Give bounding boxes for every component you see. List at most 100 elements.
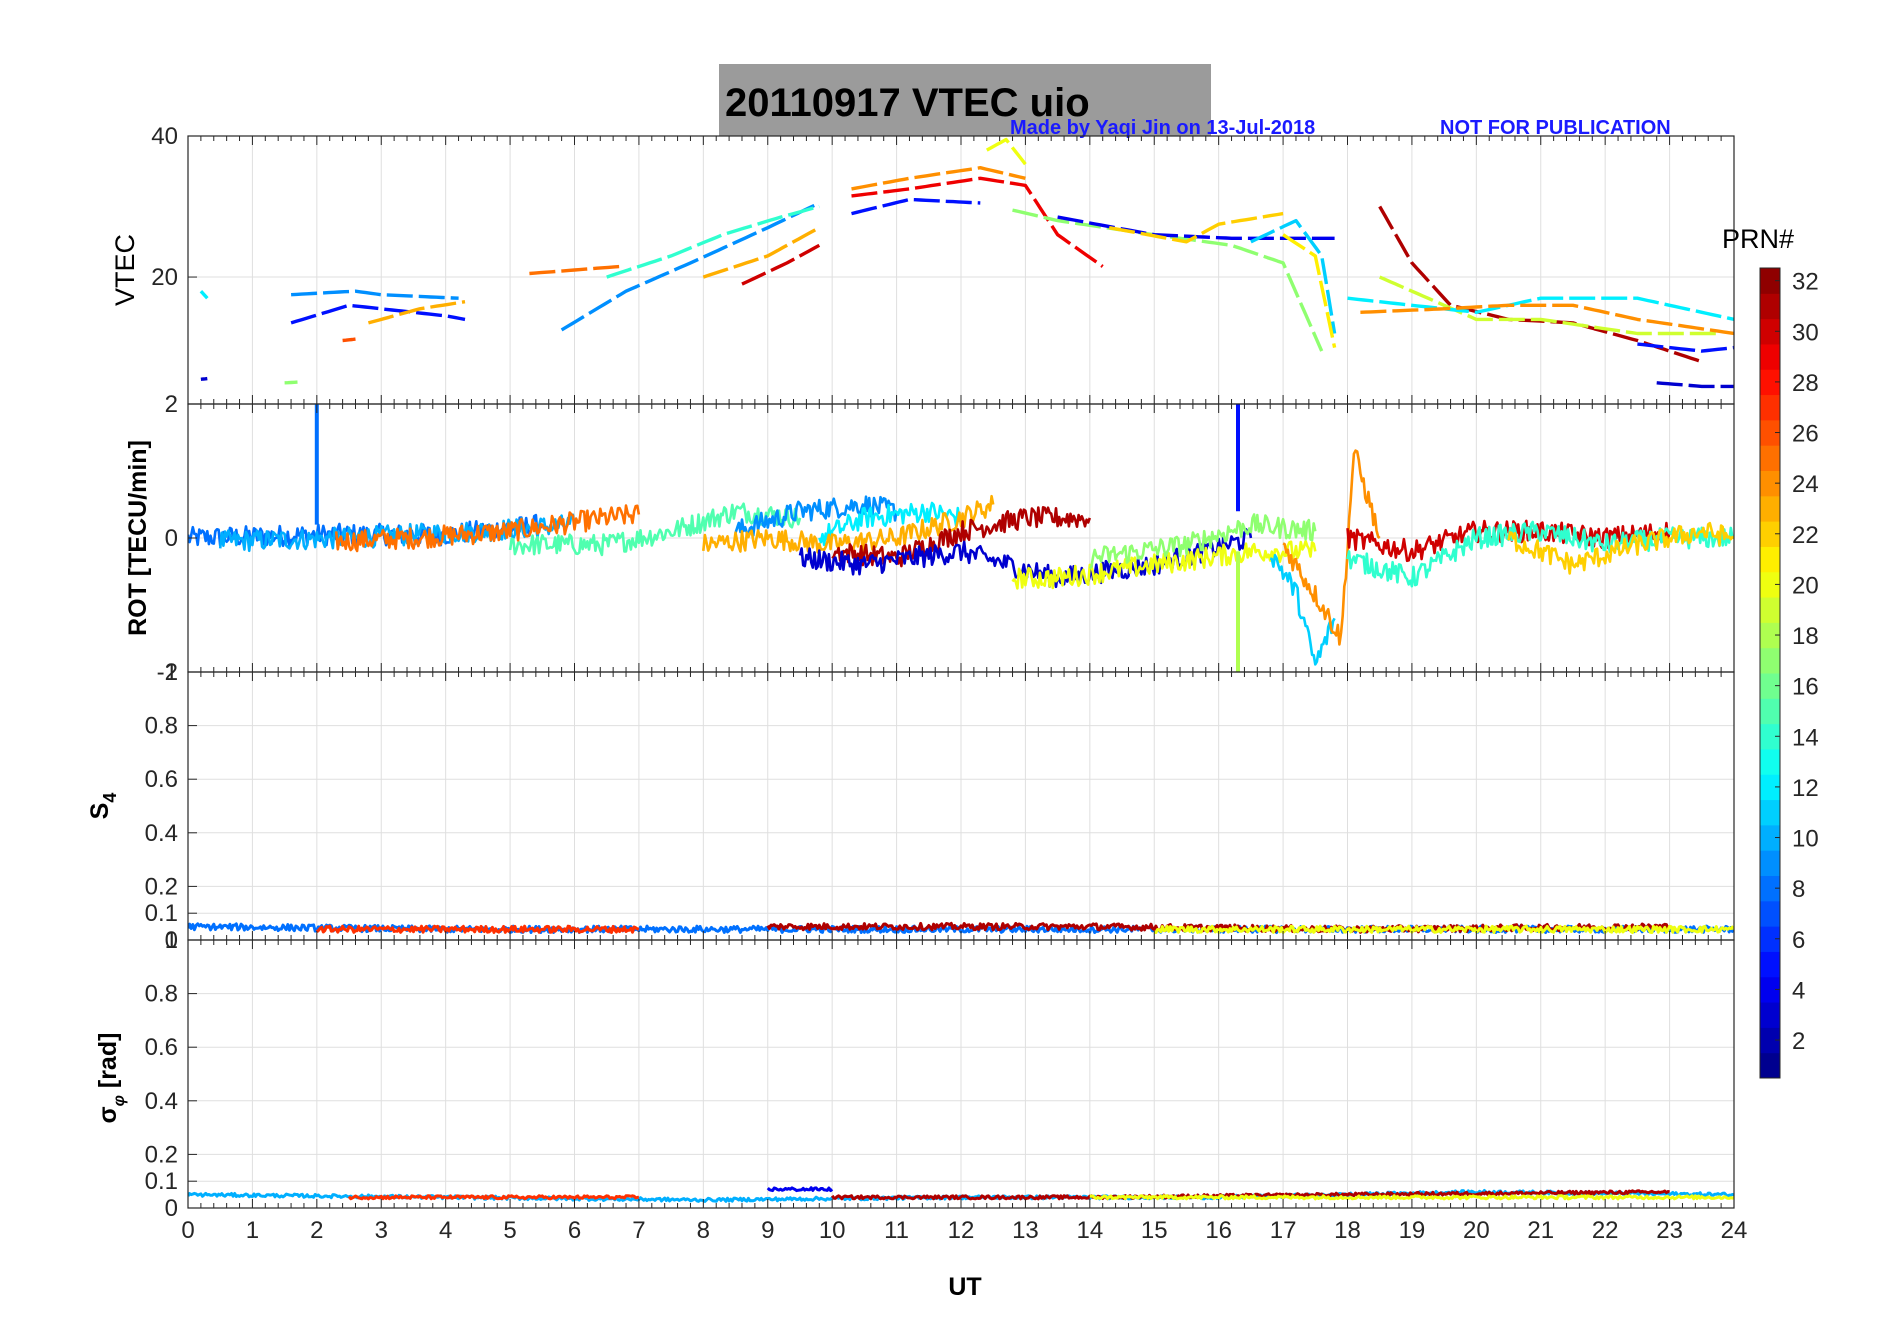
rot-panel: -2 0 2 [157,391,1735,686]
x-minor-ticks [187,404,1735,672]
x-tick-label: 7 [632,1217,645,1244]
series-prn-5 [290,303,466,325]
colorbar-segment [1760,774,1780,801]
colorbar-segment [1760,495,1780,522]
y-tick-label: 0 [165,525,178,552]
series-prn-12 [1347,296,1734,322]
colorbar-segment [1760,445,1780,471]
x-axis-label: UT [948,1273,981,1301]
series-prn-30 [741,243,821,286]
series-prn-17 [284,380,298,385]
series-prn-22 [1108,211,1284,244]
colorbar-segment [1760,369,1780,396]
y-tick-label: 0 [165,927,178,954]
colorbar-tick-label: 14 [1792,724,1819,751]
colorbar-segment [1760,824,1780,851]
publication-annotation: NOT FOR PUBLICATION [1440,117,1671,139]
x-tick-label: 3 [375,1217,388,1244]
sigma-phi-y-label: σφ [rad] [94,1033,128,1124]
colorbar-segment [1760,419,1780,446]
series-prn-27 [347,1194,639,1201]
y-tick-label: 0.4 [145,1088,178,1115]
colorbar-segment [1760,318,1780,345]
colorbar-tick-label: 22 [1792,522,1819,549]
rot-y-label: ROT [TECU/min] [124,440,152,636]
colorbar-tick-label: 26 [1792,421,1819,448]
series-prn-11 [1250,218,1337,334]
series-prn-22 [1507,521,1734,575]
colorbar-segment [1760,268,1780,294]
x-tick-label: 9 [761,1217,774,1244]
grid [187,135,1735,404]
series-prn-24 [1360,303,1734,336]
y-tick-label: 0.1 [145,1168,178,1195]
series-prn-24 [1282,449,1381,646]
series-prn-15 [508,502,802,557]
colorbar-tick-label: 6 [1792,927,1805,954]
series-group [188,404,1734,672]
series-prn-12 [818,501,963,547]
colorbar-segment [1760,470,1780,497]
y-tick-label: 0 [165,1195,178,1222]
colorbar-tick-label: 32 [1792,269,1819,296]
x-tick-label: 1 [246,1217,259,1244]
x-tick-label: 12 [948,1217,975,1244]
x-minor-ticks [187,136,1735,404]
x-tick-label: 13 [1012,1217,1039,1244]
colorbar-tick-label: 24 [1792,471,1819,498]
series-prn-5 [851,197,981,216]
y-tick-label: 0.8 [145,981,178,1008]
colorbar-segment [1760,622,1780,649]
y-tick-label: 0.1 [145,900,178,927]
series-prn-3 [798,527,1253,589]
series-prn-5 [1637,342,1734,353]
colorbar-segment [1760,723,1780,750]
x-tick-label: 5 [503,1217,516,1244]
x-tick-label: 18 [1334,1217,1361,1244]
colorbar-segment [1760,748,1780,775]
x-tick-label: 21 [1527,1217,1554,1244]
colorbar-segment [1760,875,1780,902]
series-prn-14 [606,204,820,279]
series-group [188,1186,1734,1203]
series-prn-23 [367,300,466,325]
series-prn-29 [851,176,1104,268]
series-prn-21 [1282,233,1337,348]
colorbar-segment [1760,673,1780,699]
s4-panel: 00.10.2 0.4 0.6 0.8 1 [145,659,1735,954]
colorbar-tick-label: 12 [1792,775,1819,802]
series-prn-25 [334,504,641,553]
author-annotation: Made by Yaqi Jin on 13-Jul-2018 [1010,117,1315,139]
grid [187,939,1735,1209]
series-prn-23 [702,226,821,279]
series-prn-17 [1088,513,1317,570]
y-tick-label: 0.2 [145,1141,178,1168]
colorbar-tick-label: 8 [1792,876,1805,903]
x-tick-label: 0 [181,1217,194,1244]
colorbar-title: PRN# [1722,224,1794,254]
series-prn-3 [200,376,208,381]
series-prn-26 [342,337,356,343]
x-tick-label: 6 [568,1217,581,1244]
x-tick-label: 22 [1592,1217,1619,1244]
series-prn-9 [734,495,898,537]
y-tick-label: 0.6 [145,766,178,793]
y-tick-label: 20 [151,264,178,291]
title-box [719,64,1211,136]
x-tick-label: 8 [697,1217,710,1244]
x-tick-label: 11 [884,1217,909,1244]
series-prn-23 [702,494,995,554]
colorbar-segment [1760,571,1780,598]
x-tick-label: 19 [1399,1217,1426,1244]
series-prn-27 [315,924,640,934]
series-prn-25 [529,264,620,276]
colorbar-segment [1760,900,1780,927]
colorbar-segment [1760,597,1780,623]
series-prn-20 [1154,924,1734,934]
x-tick-label: 15 [1141,1217,1168,1244]
colorbar-tick-label: 10 [1792,826,1819,853]
sigma-phi-panel: 00.10.20.40.60.810 1 2 3 4 5 6 7 8 9 10 11 12 13 14 15 1… [145,927,1748,1244]
y-tick-label: 1 [165,927,178,954]
series-prn-20 [1089,1194,1734,1201]
